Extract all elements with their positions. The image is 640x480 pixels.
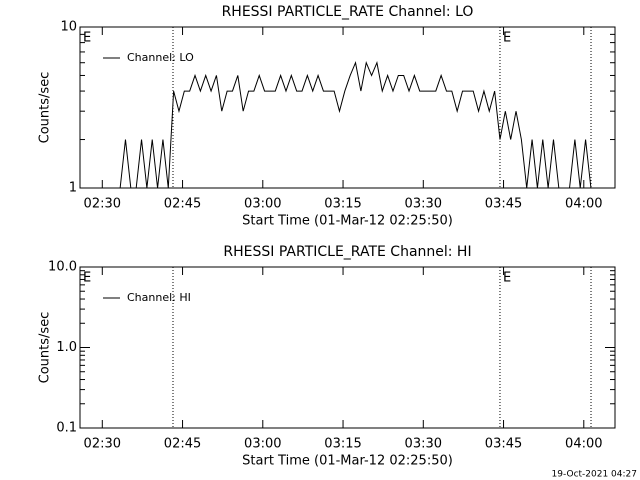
x-tick-label: 02:30 (84, 197, 121, 212)
plot-frame (79, 26, 616, 189)
legend-label: Channel: LO (127, 51, 194, 64)
footer-timestamp: 19-Oct-2021 04:27 (552, 470, 637, 480)
marker-label: E (503, 271, 511, 286)
x-tick-label: 02:45 (164, 437, 201, 452)
y-tick-label: 0.1 (56, 421, 77, 436)
x-tick-label: 04:00 (565, 197, 602, 212)
x-tick-label: 03:15 (324, 437, 361, 452)
x-tick-label: 03:00 (244, 197, 281, 212)
x-tick-label: 03:15 (324, 197, 361, 212)
x-axis-title: Start Time (01-Mar-12 02:25:50) (242, 454, 453, 469)
x-tick-label: 03:45 (485, 437, 522, 452)
y-tick-label: 1 (69, 181, 77, 196)
x-tick-label: 02:45 (164, 197, 201, 212)
x-tick-label: 04:00 (565, 437, 602, 452)
x-tick-label: 03:30 (405, 437, 442, 452)
y-tick-label: 1.0 (56, 340, 77, 355)
y-axis-title: Counts/sec (38, 72, 53, 144)
legend-label: Channel: HI (127, 291, 191, 304)
marker-label: E (83, 31, 91, 46)
x-tick-label: 03:30 (405, 197, 442, 212)
marker-label: E (503, 31, 511, 46)
y-axis-title: Counts/sec (38, 312, 53, 384)
x-tick-label: 02:30 (84, 437, 121, 452)
x-tick-label: 03:45 (485, 197, 522, 212)
chart-title: RHESSI PARTICLE_RATE Channel: HI (223, 244, 471, 260)
y-tick-label: 10 (60, 20, 77, 35)
x-tick-label: 03:00 (244, 437, 281, 452)
series-line (93, 60, 592, 189)
y-tick-label: 10.0 (48, 260, 77, 275)
marker-label: E (83, 271, 91, 286)
chart-title: RHESSI PARTICLE_RATE Channel: LO (222, 4, 474, 20)
x-axis-title: Start Time (01-Mar-12 02:25:50) (242, 214, 453, 229)
